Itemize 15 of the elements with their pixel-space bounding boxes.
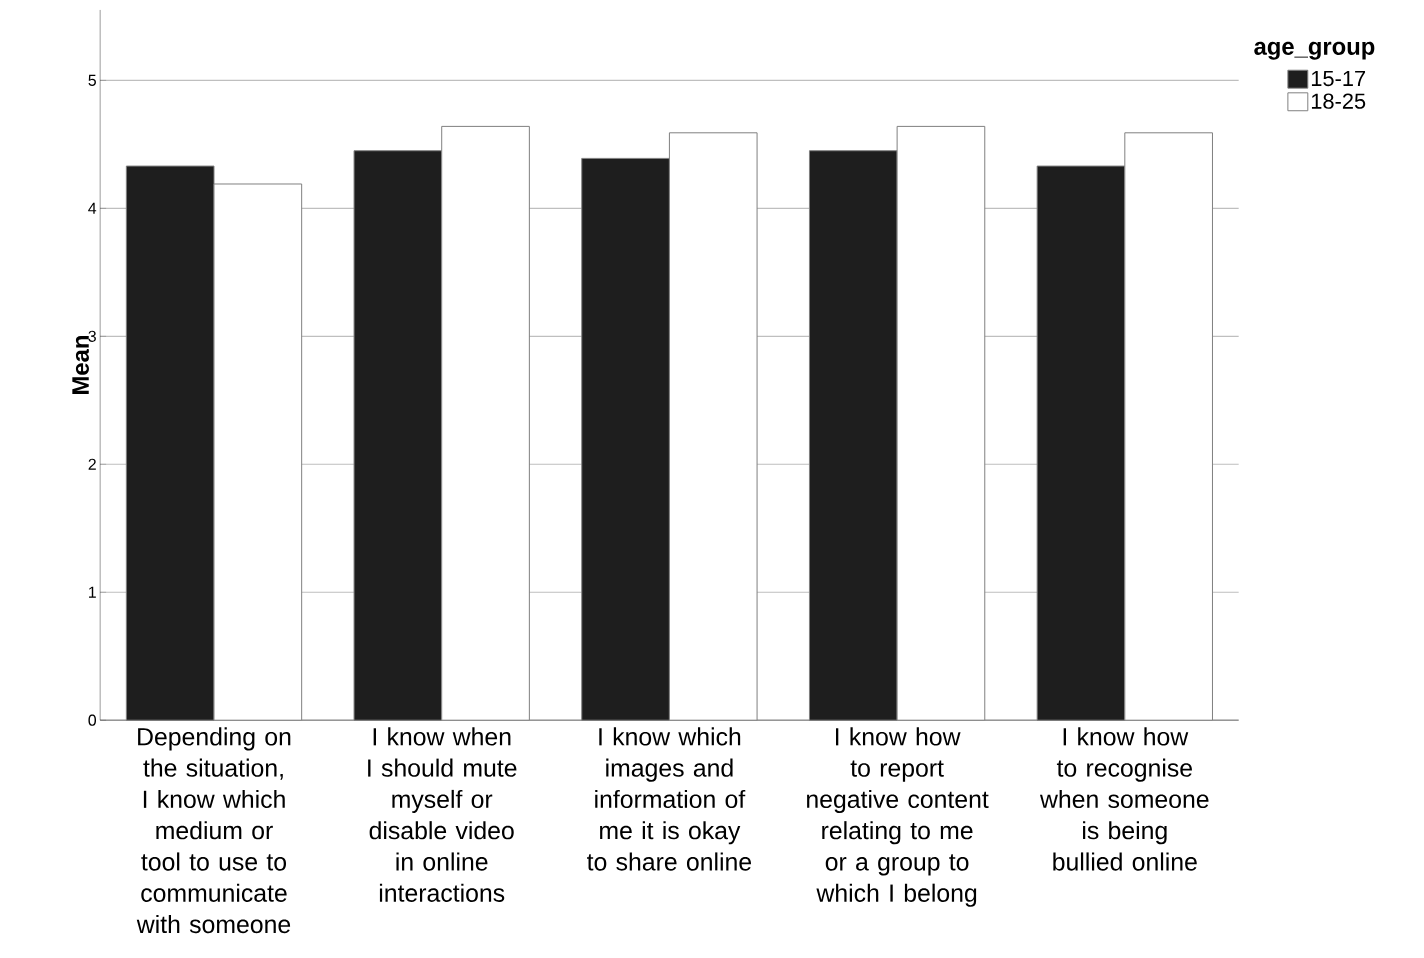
y-tick-label: 5 [88,74,96,86]
x-tick-label: Depending on the situation, I know which medium or tool to use to communicate with someone [136,727,291,934]
x-tick-label: I know how to report negative content relating to me or a group to which I belong [807,727,989,907]
y-tick-label: 3 [88,330,96,342]
y-tick-label: 4 [88,202,97,214]
y-tick-label: 0 [88,714,97,726]
legend-title: age_group [1254,41,1375,60]
y-tick-label: 2 [88,458,96,470]
x-tick-label: I know when I should mute myself or disable video in online interactions [368,727,517,902]
x-tick-label: I know how to recognise when someone is being bullied online [1039,727,1209,871]
y-tick-label: 1 [89,586,96,598]
x-tick-label: I know which images and information of me it is okay to share online [587,727,752,871]
y-axis-title: Mean [72,335,89,394]
legend-label: 15-17 [1311,70,1366,87]
legend-label: 18-25 [1311,93,1366,109]
